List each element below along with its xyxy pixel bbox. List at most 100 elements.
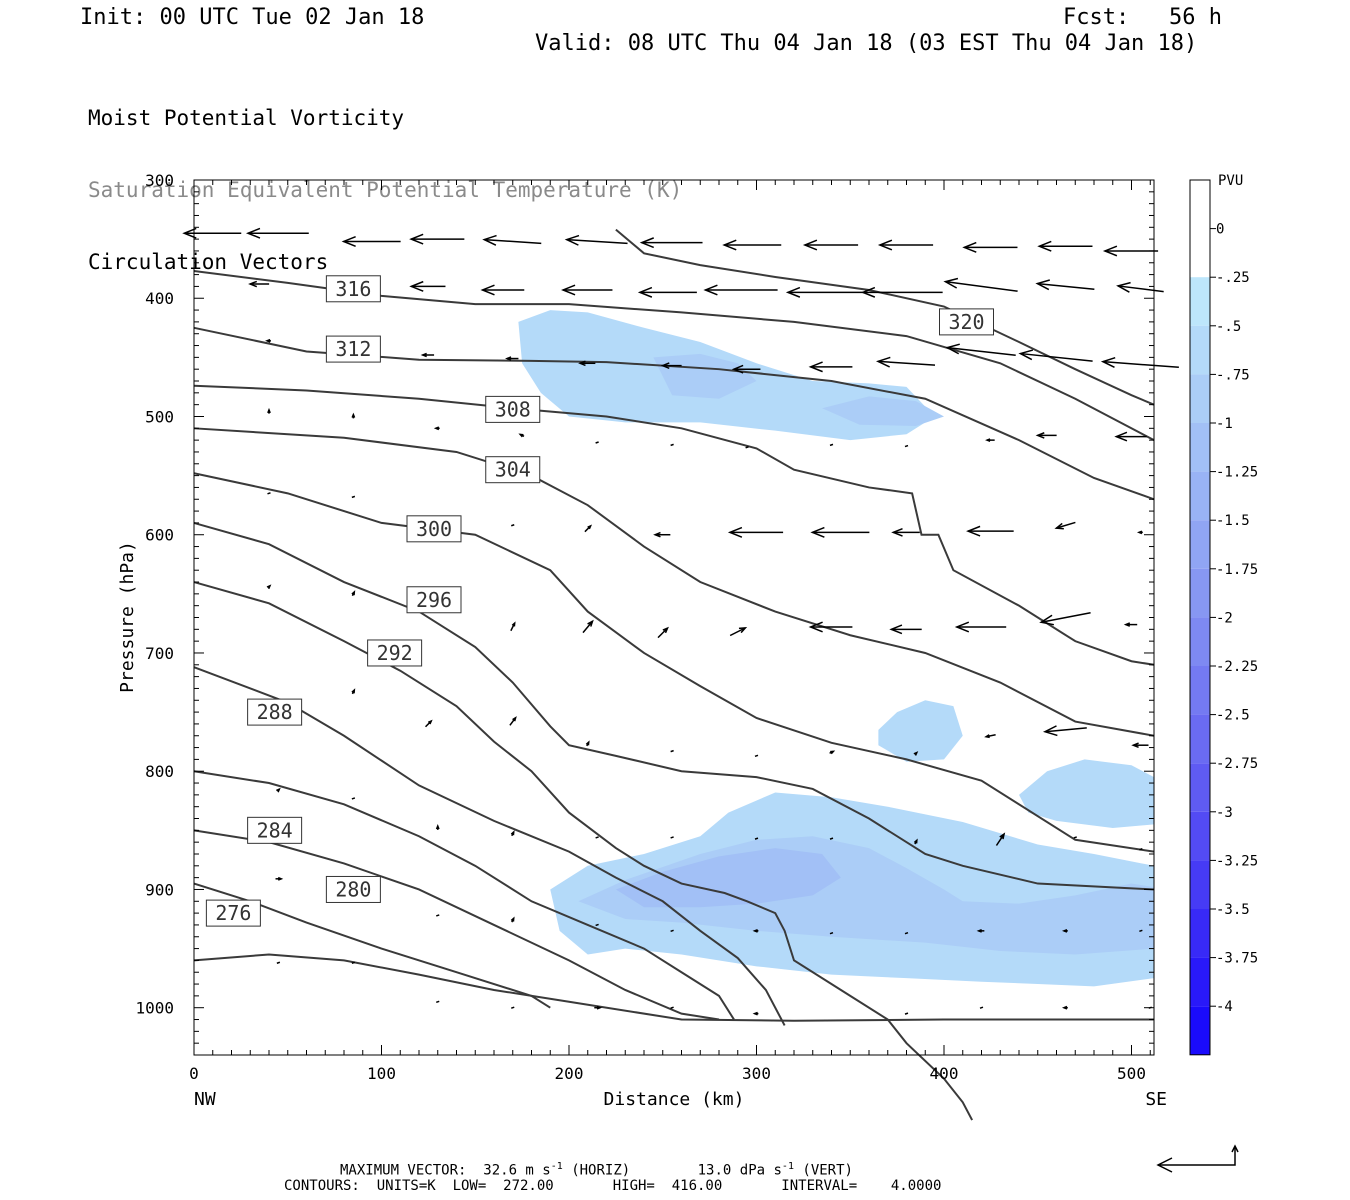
vector-head xyxy=(662,626,669,634)
contour-line-292 xyxy=(193,581,974,1121)
vector-head xyxy=(722,239,737,251)
vector-arrow xyxy=(829,443,834,447)
colorbar-level-label: -3.5 xyxy=(1216,902,1250,918)
vector-head xyxy=(267,407,271,414)
vector-head xyxy=(962,241,977,253)
vector-arrow xyxy=(752,928,759,933)
colorbar-swatch xyxy=(1190,666,1210,715)
x-tick-label: 200 xyxy=(555,1064,584,1083)
vector-arrow xyxy=(660,362,682,369)
contour-label-box xyxy=(485,456,541,484)
vector-shaft xyxy=(904,1012,909,1015)
vector-shaft xyxy=(566,238,628,245)
field-legend: Moist Potential Vorticity Saturation Equ… xyxy=(88,58,682,298)
vector-head xyxy=(808,361,823,373)
pv-region-2 xyxy=(822,396,944,426)
vector-head xyxy=(639,237,655,249)
vector-head xyxy=(266,584,272,590)
contour-label-296: 296 xyxy=(406,586,462,614)
vector-arrow xyxy=(505,356,519,361)
colorbar-level-label: -2.5 xyxy=(1216,708,1250,724)
contour-label-text: 276 xyxy=(215,901,251,925)
contour-label-text: 288 xyxy=(257,700,293,724)
vector-shaft xyxy=(670,929,674,933)
contour-label-box xyxy=(325,875,381,903)
vector-arrow xyxy=(436,914,440,917)
vector-shaft xyxy=(754,837,759,840)
vector-arrow xyxy=(829,931,834,935)
colorbar-level-label: -3.25 xyxy=(1216,853,1258,869)
colorbar-swatch xyxy=(1190,860,1210,909)
vector-head xyxy=(1102,245,1118,257)
vector-head xyxy=(277,876,284,881)
contour-label-text: 296 xyxy=(416,588,452,612)
vector-shaft xyxy=(595,923,599,927)
vector-arrow xyxy=(1037,240,1093,252)
vector-head xyxy=(810,526,825,538)
vector-arrow xyxy=(904,931,909,935)
vector-head xyxy=(703,284,718,296)
vector-head xyxy=(480,284,495,296)
vector-shaft xyxy=(267,492,271,495)
y-tick-label: 900 xyxy=(145,880,174,899)
vector-arrow xyxy=(480,284,525,296)
x-right-end-label: SE xyxy=(1145,1089,1167,1110)
vector-head xyxy=(660,362,670,369)
vector-head xyxy=(248,280,258,288)
vector-arrow xyxy=(976,928,985,933)
vector-shaft xyxy=(754,754,759,758)
vector-head xyxy=(505,356,512,361)
vector-head xyxy=(596,1005,602,1010)
vector-head xyxy=(808,621,823,633)
vector-arrow xyxy=(810,526,870,538)
vector-shaft xyxy=(657,627,669,639)
colorbar-level-label: -1.5 xyxy=(1216,513,1250,529)
vector-arrow xyxy=(1061,1005,1068,1010)
vector-arrow xyxy=(954,621,1007,633)
colorbar-level-label: 0 xyxy=(1216,222,1224,238)
vector-head xyxy=(984,734,990,739)
contour-line-300 xyxy=(193,472,1155,853)
vector-arrow xyxy=(276,961,281,964)
vector-shaft xyxy=(829,837,834,840)
x-axis-label: Distance (km) xyxy=(604,1089,745,1110)
colorbar-swatch xyxy=(1190,228,1210,278)
vector-head xyxy=(1035,432,1045,439)
y-tick-label: 300 xyxy=(145,171,174,190)
colorbar-swatch xyxy=(1190,180,1210,229)
colorbar-level-label: -2.25 xyxy=(1216,659,1258,675)
theta-es-contours xyxy=(193,228,1155,1121)
vector-head xyxy=(245,227,261,239)
vector-arrow xyxy=(904,1012,909,1015)
contour-line-312 xyxy=(193,326,1155,501)
vector-head xyxy=(512,716,517,722)
vector-head xyxy=(182,227,197,239)
vector-head xyxy=(351,590,356,596)
contour-label-text: 308 xyxy=(495,397,531,421)
vector-arrow xyxy=(510,916,515,923)
vector-shaft xyxy=(582,620,594,634)
colorbar-swatch xyxy=(1190,763,1210,812)
vector-arrow xyxy=(561,284,613,296)
vector-arrow xyxy=(582,619,594,634)
vector-arrow xyxy=(595,923,599,927)
colorbar-level-label: -2 xyxy=(1216,610,1233,626)
vector-arrow xyxy=(889,624,922,635)
vector-head xyxy=(1035,279,1051,291)
vector-arrow xyxy=(670,749,674,753)
vector-arrow xyxy=(248,280,270,288)
vector-arrow xyxy=(436,1000,440,1004)
colorbar-swatch xyxy=(1190,423,1210,472)
vector-arrow xyxy=(891,527,920,537)
vector-arrow xyxy=(1035,279,1095,291)
vector-head xyxy=(966,525,981,537)
vector-head xyxy=(1131,742,1139,749)
pv-region-3 xyxy=(878,700,963,762)
vector-arrow xyxy=(1039,612,1091,626)
contour-label-box xyxy=(485,395,541,423)
vector-shaft xyxy=(436,1000,440,1004)
vector-head xyxy=(564,234,580,246)
vector-head xyxy=(913,751,919,756)
vector-head xyxy=(1114,431,1128,442)
vector-head xyxy=(427,719,433,725)
